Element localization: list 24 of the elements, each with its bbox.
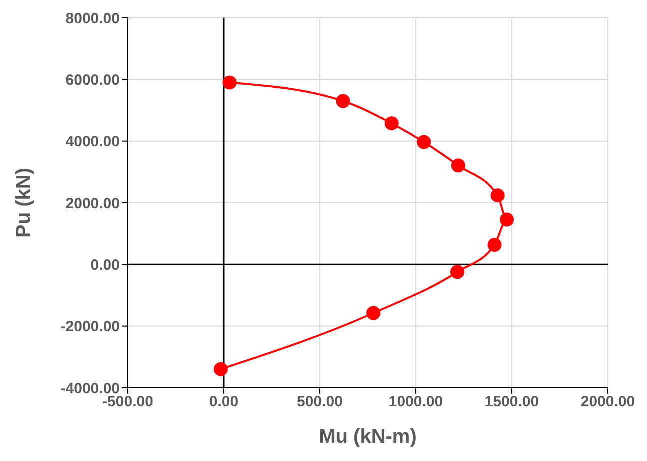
point	[384, 116, 399, 131]
point	[490, 188, 505, 203]
point	[222, 76, 237, 90]
y-tick-label: 8000.00	[66, 10, 120, 28]
y-tick-label: 0.00	[90, 256, 120, 274]
point	[500, 212, 514, 227]
y-tick-label: 2000.00	[66, 195, 120, 212]
point	[450, 265, 464, 280]
y-tick-label: 6000.00	[66, 72, 120, 89]
x-tick-label: 2000.00	[580, 394, 636, 411]
x-tick-label: 500.00	[297, 394, 343, 411]
point	[451, 158, 466, 173]
x-axis-title: Mu (kN-m)	[319, 426, 417, 448]
x-tick-label: 0.00	[209, 394, 239, 411]
x-tick-label: 1500.00	[484, 394, 540, 411]
x-tick-label: 1000.00	[388, 394, 444, 411]
y-axis-title: Pu (kN)	[13, 168, 36, 238]
point	[336, 94, 350, 108]
point	[366, 306, 381, 320]
y-tick-label: 4000.00	[66, 134, 120, 151]
point	[417, 135, 432, 150]
point	[488, 238, 502, 252]
y-tick-label: -2000.00	[60, 318, 120, 336]
point	[214, 362, 228, 376]
